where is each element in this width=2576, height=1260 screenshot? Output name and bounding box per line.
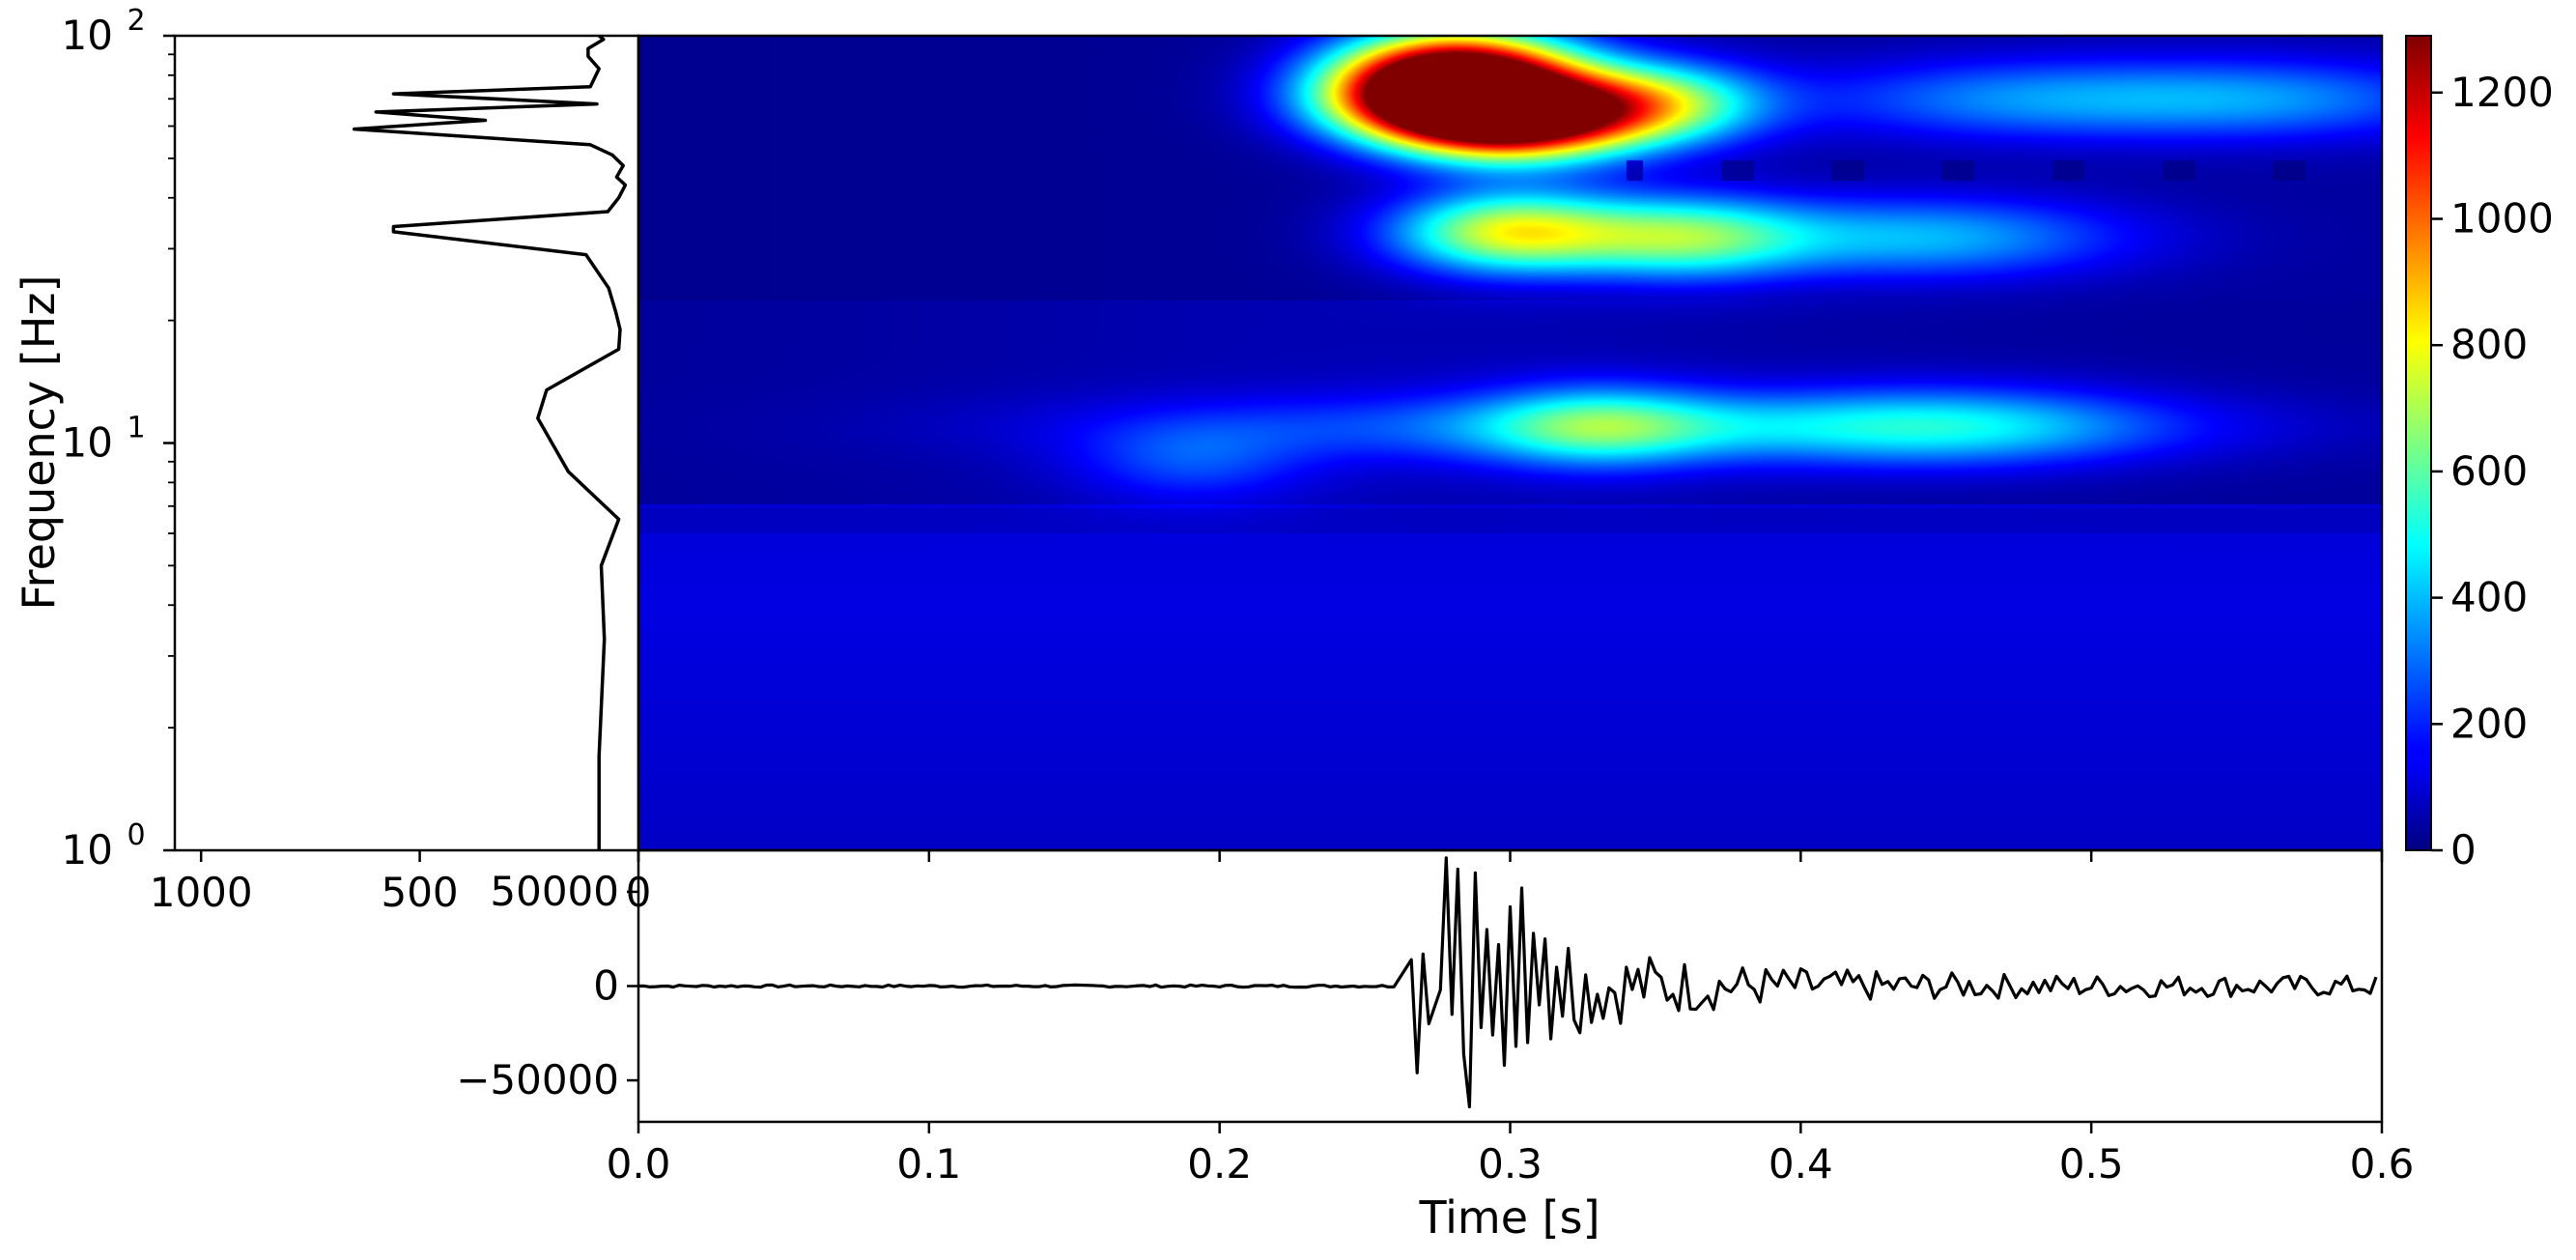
spectrum-line: [352, 34, 628, 850]
frequency-tick-label: 10: [62, 826, 113, 873]
frequency-tick-exponent: 1: [127, 412, 145, 445]
scalogram-heatmap: [638, 36, 2382, 850]
frequency-tick-label: 10: [62, 12, 113, 59]
time-tick-label: 0.5: [2059, 1140, 2124, 1188]
frequency-tick-exponent: 0: [127, 818, 145, 852]
time-tick-label: 0.2: [1187, 1140, 1252, 1188]
heatmap-panel: [637, 34, 2384, 862]
amplitude-tick-label: 50000: [490, 868, 619, 915]
time-ticks: 0.0 0.1 0.2 0.3 0.4 0.5 0.6: [607, 1122, 2415, 1188]
waveform-line: [637, 856, 2378, 1109]
time-axis-label: Time [s]: [1418, 1191, 1599, 1244]
spectrum-x-tick-label: 1000: [150, 869, 253, 916]
frequency-tick-exponent: 2: [127, 4, 145, 38]
time-tick-label: 0.1: [896, 1140, 961, 1188]
time-tick-label: 0.4: [1769, 1140, 1833, 1188]
frequency-axis-label: Frequency [Hz]: [13, 275, 65, 611]
colorbar-tick-label: 1200: [2450, 69, 2554, 116]
heatmap-x-ticks: [637, 850, 2384, 862]
spectrum-x-tick-label: 500: [381, 869, 458, 916]
colorbar-tick-label: 0: [2450, 826, 2477, 873]
colorbar-tick-label: 200: [2450, 700, 2528, 747]
time-tick-label: 0.3: [1478, 1140, 1543, 1188]
time-tick-label: 0.0: [607, 1140, 671, 1188]
colorbar-tick-label: 600: [2450, 447, 2528, 495]
colorbar-ticks: 0 200 400 600 800 1000 1200: [2431, 69, 2554, 873]
frequency-ticks: 10 0 10 1 10 2: [62, 4, 175, 873]
spectrum-frame: [173, 34, 640, 852]
waveform-panel: 50000 0 −50000 0.0 0.1 0.2 0.3 0.4 0.5 0.6 Time …: [456, 848, 2415, 1244]
spectrum-panel: 10 0 10 1 10 2 1000 500 0 Frequency [Hz]: [13, 4, 651, 916]
time-tick-label: 0.6: [2350, 1140, 2415, 1188]
amplitude-tick-label: −50000: [456, 1056, 619, 1103]
amplitude-ticks: 50000 0 −50000: [456, 868, 638, 1103]
amplitude-tick-label: 0: [593, 962, 619, 1010]
colorbar-tick-label: 400: [2450, 574, 2528, 621]
colorbar-tick-label: 1000: [2450, 195, 2554, 243]
colorbar: 0 200 400 600 800 1000 1200: [2405, 35, 2554, 873]
frequency-tick-label: 10: [62, 419, 113, 467]
colorbar-tick-label: 800: [2450, 321, 2528, 368]
colorbar-gradient: [2405, 35, 2432, 851]
